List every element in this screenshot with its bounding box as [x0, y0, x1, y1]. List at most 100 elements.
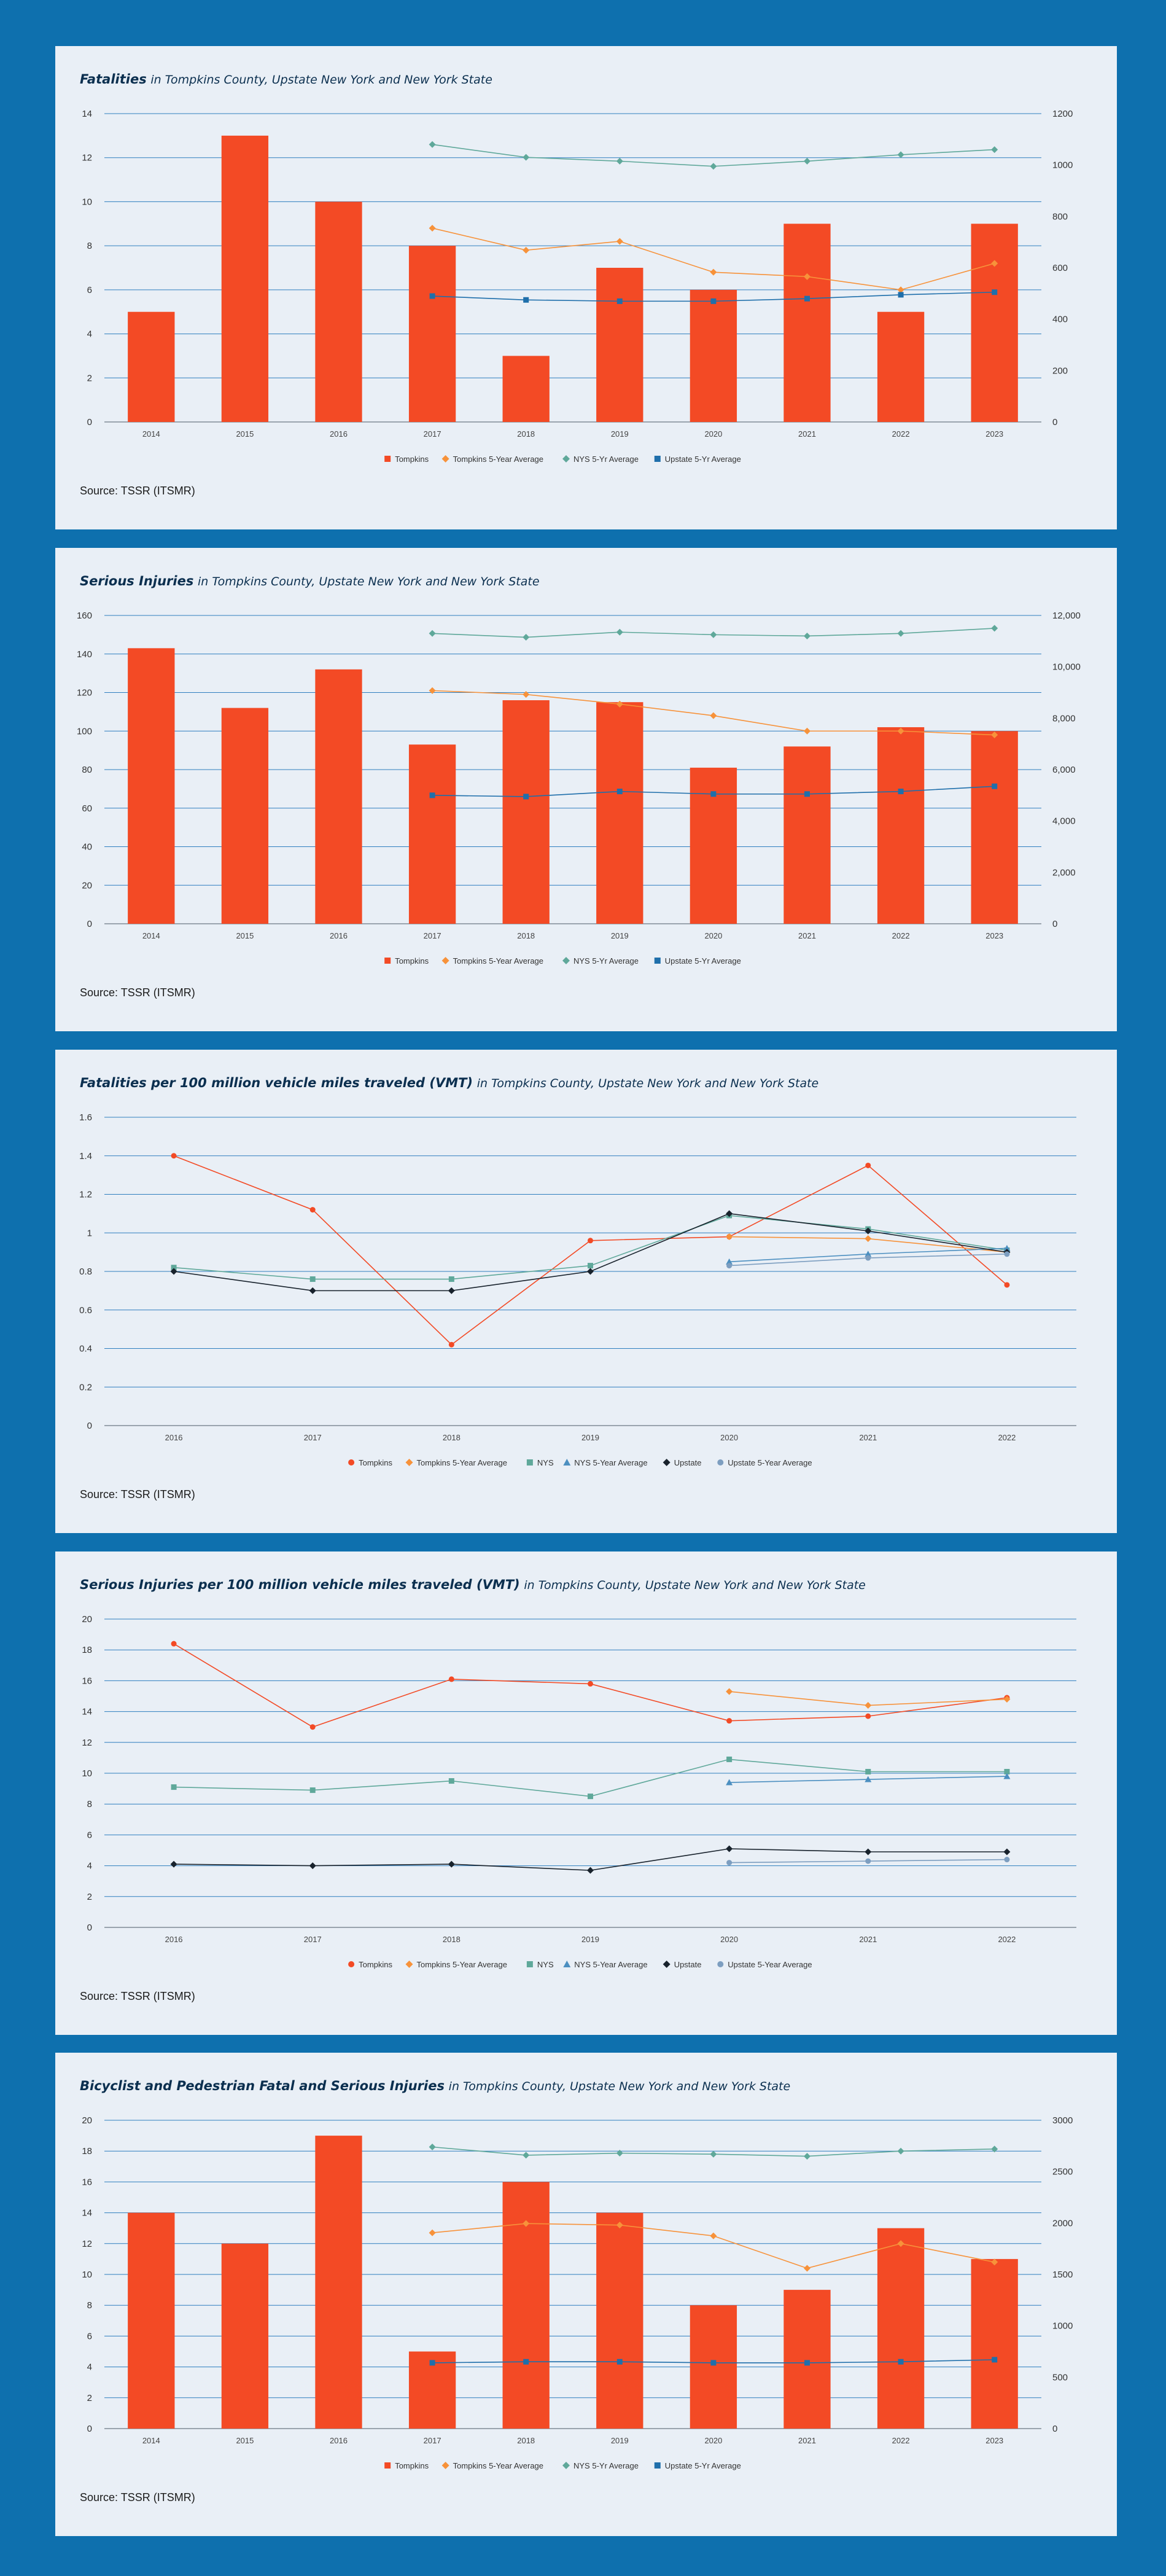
x-tick-label: 2021	[859, 1433, 877, 1442]
data-point	[710, 2150, 717, 2158]
y2-tick-label: 12,000	[1052, 611, 1081, 621]
data-point	[865, 1227, 872, 1235]
data-point	[865, 1768, 871, 1774]
x-tick-label: 2020	[704, 2436, 722, 2445]
chart-source: Source: TSSR (ITSMR)	[80, 1488, 195, 1501]
data-point	[804, 727, 810, 735]
legend-marker	[526, 1961, 533, 1967]
data-point	[804, 2153, 810, 2160]
series-nys-5-yr-average	[429, 2144, 998, 2160]
y-tick-label: 20	[82, 1614, 92, 1625]
x-tick-label: 2017	[424, 2436, 441, 2445]
chart-source: Source: TSSR (ITSMR)	[80, 485, 195, 497]
data-point	[429, 687, 436, 694]
series-tompkins-5-year-average	[429, 2220, 998, 2272]
series-upstate-5-yr-average	[429, 783, 998, 800]
x-tick-label: 2019	[611, 2436, 629, 2445]
legend-label: NYS 5-Year Average	[574, 1458, 647, 1467]
fatalities-per-vmt-chart: 0 0.2 0.4 0.6 0.8 1 1.2 1.4 1.6 2016 2017 2018 2019 2…	[79, 1112, 1076, 1467]
chart-title-main: Fatalities	[80, 72, 147, 87]
x-tick-label: 2018	[517, 429, 535, 439]
data-point	[897, 151, 904, 158]
x-tick-label: 2022	[892, 429, 910, 439]
legend-marker	[441, 455, 449, 463]
bike-ped-chart: 0 2 4 6 8 10 12 14 16 18 20 0 500 1000 1500 2000 2500 300…	[82, 2115, 1073, 2470]
data-point	[1003, 1244, 1011, 1251]
series-line	[173, 1155, 1008, 1346]
legend-label: Tompkins 5-Year Average	[453, 2461, 543, 2470]
x-tick-label: 2014	[142, 429, 160, 439]
legend-marker	[654, 456, 661, 462]
y-tick-label: 80	[82, 765, 92, 775]
legend-label: Tompkins	[359, 1960, 392, 1969]
legend-marker	[526, 1459, 533, 1466]
y2-tick-label: 200	[1052, 365, 1068, 376]
series-tompkins	[171, 1641, 1010, 1730]
data-point	[170, 1860, 177, 1868]
data-point	[865, 1858, 871, 1864]
chart-title-main: Serious Injuries	[80, 574, 194, 588]
y2-tick-label: 4,000	[1052, 816, 1076, 827]
bar	[315, 669, 362, 924]
chart-panel-serious-injuries-per-vmt: Serious Injuries per 100 million vehicle…	[55, 1551, 1117, 2035]
legend-marker	[562, 455, 570, 463]
legend-label: Upstate 5-Yr Average	[665, 2461, 741, 2470]
legend-marker	[405, 1961, 413, 1968]
x-tick-label: 2019	[611, 931, 629, 940]
series-nys-5-year-average	[726, 1773, 1011, 1786]
y2-tick-label: 1500	[1052, 2270, 1073, 2280]
x-tick-label: 2021	[798, 2436, 816, 2445]
data-point	[616, 2150, 623, 2157]
legend-label: Tompkins	[359, 1458, 392, 1467]
data-point	[616, 298, 623, 304]
y-tick-label: 6	[87, 285, 92, 295]
data-point	[726, 1779, 733, 1786]
y-tick-label: 18	[82, 2146, 92, 2156]
data-point	[587, 1268, 594, 1275]
data-point	[1003, 1696, 1011, 1703]
y2-tick-label: 1000	[1052, 160, 1073, 171]
y-tick-label: 60	[82, 803, 92, 814]
series-nys-5-yr-average	[429, 141, 998, 170]
y-tick-label: 10	[82, 2270, 92, 2280]
y-tick-label: 20	[82, 2115, 92, 2126]
y2-tick-label: 2,000	[1052, 867, 1076, 878]
y-tick-label: 14	[82, 109, 92, 119]
data-point	[309, 1276, 316, 1282]
data-point	[991, 146, 998, 154]
gridlines	[104, 1618, 1076, 1928]
bar	[128, 2212, 175, 2429]
legend-marker	[384, 456, 391, 462]
bar	[690, 2305, 737, 2429]
data-point	[1003, 1848, 1011, 1856]
data-point	[726, 1718, 733, 1724]
data-point	[726, 1845, 733, 1852]
data-point	[804, 273, 810, 280]
data-point	[523, 246, 530, 254]
chart-source: Source: TSSR (ITSMR)	[80, 2491, 195, 2504]
data-point	[448, 1676, 454, 1682]
axis-labels: 0 0.2 0.4 0.6 0.8 1 1.2 1.4 1.6 2016 2017 2018 2019 2…	[79, 1112, 1016, 1442]
data-point	[171, 1784, 177, 1790]
data-point	[523, 691, 530, 698]
data-point	[616, 2359, 623, 2365]
y-tick-label: 20	[82, 880, 92, 891]
x-tick-label: 2014	[142, 2436, 160, 2445]
data-point	[170, 1268, 177, 1275]
data-point	[865, 1251, 872, 1257]
y-tick-label: 100	[77, 726, 92, 736]
data-point	[726, 1210, 733, 1217]
bar	[502, 356, 550, 422]
legend-marker	[654, 2462, 661, 2469]
legend-marker	[717, 1459, 724, 1466]
bar	[971, 731, 1018, 924]
chart-panel-bike-ped: Bicyclist and Pedestrian Fatal and Serio…	[55, 2053, 1117, 2536]
data-point	[309, 1207, 316, 1213]
y-tick-label: 4	[87, 2362, 92, 2373]
series-tompkins-5-year-average	[726, 1688, 1011, 1709]
series-nys	[171, 1756, 1010, 1800]
data-point	[804, 791, 810, 797]
y2-tick-label: 2500	[1052, 2167, 1073, 2177]
data-point	[616, 157, 623, 165]
x-tick-label: 2015	[236, 2436, 254, 2445]
